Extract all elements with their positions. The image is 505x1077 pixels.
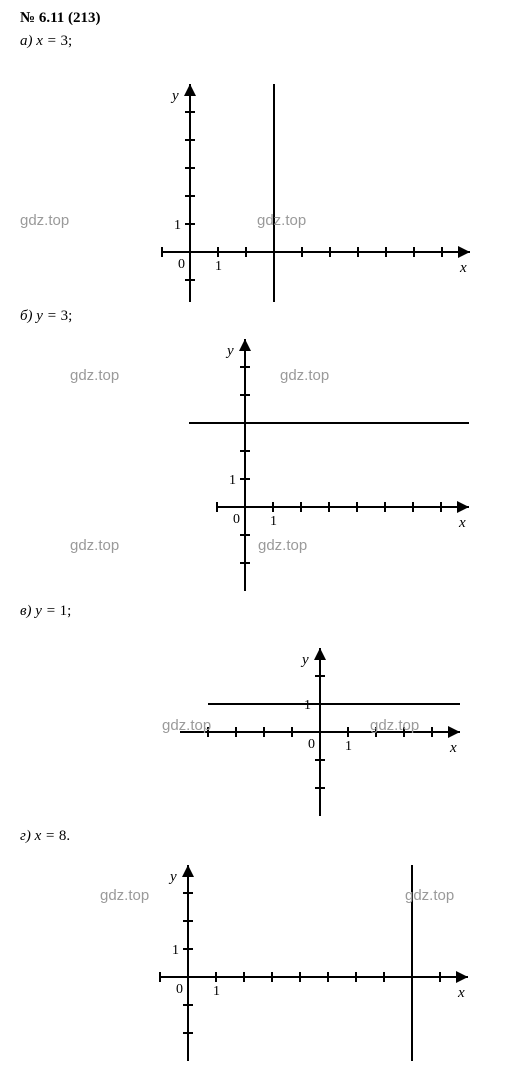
- x-tick-1-label: 1: [215, 259, 222, 274]
- part-letter: г): [20, 828, 31, 844]
- x-axis-label: x: [458, 515, 466, 531]
- eq-val: 3: [61, 308, 69, 324]
- eq-punct: ;: [68, 33, 72, 49]
- y-axis-arrow-icon: [239, 339, 251, 351]
- y-tick-1-label: 1: [172, 943, 179, 958]
- eq-punct: .: [66, 828, 70, 844]
- y-tick-1-label: 1: [174, 218, 181, 233]
- origin-label: 0: [233, 512, 240, 527]
- eq-var: y: [35, 603, 42, 619]
- part-letter: а): [20, 33, 33, 49]
- y-axis-label: y: [170, 88, 179, 104]
- part-b-label: б) y = 3;: [20, 308, 485, 325]
- y-axis-arrow-icon: [182, 865, 194, 877]
- page-title: № 6.11 (213): [20, 10, 485, 27]
- eq-var: x: [36, 33, 43, 49]
- y-axis-label: y: [168, 869, 177, 885]
- coordinate-plane: 0 1 1 x y: [20, 847, 490, 1067]
- origin-label: 0: [178, 257, 185, 272]
- x-axis-label: x: [459, 260, 467, 276]
- part-letter: б): [20, 308, 33, 324]
- chart-c: 011xygdz.topgdz.top: [20, 622, 485, 822]
- eq-val: 3: [61, 33, 69, 49]
- chart-a: 011xygdz.topgdz.top: [20, 52, 485, 302]
- x-tick-1-label: 1: [270, 514, 277, 529]
- y-axis-arrow-icon: [184, 84, 196, 96]
- x-axis-arrow-icon: [456, 971, 468, 983]
- y-tick-1-label: 1: [229, 473, 236, 488]
- origin-label: 0: [308, 737, 315, 752]
- x-tick-1-label: 1: [213, 984, 220, 999]
- coordinate-plane: 0 1 1 x y: [20, 52, 490, 302]
- eq-punct: ;: [67, 603, 71, 619]
- part-c-label: в) y = 1;: [20, 603, 485, 620]
- x-axis-arrow-icon: [458, 246, 470, 258]
- part-d-label: г) x = 8.: [20, 828, 485, 845]
- y-axis-label: y: [225, 343, 234, 359]
- x-tick-1-label: 1: [345, 739, 352, 754]
- x-axis-label: x: [449, 740, 457, 756]
- eq-punct: ;: [68, 308, 72, 324]
- eq-var: x: [35, 828, 42, 844]
- coordinate-plane: 0 1 1 x y: [20, 622, 490, 822]
- chart-b: 011xygdz.topgdz.topgdz.topgdz.top: [20, 327, 485, 597]
- origin-label: 0: [176, 982, 183, 997]
- part-letter: в): [20, 603, 32, 619]
- eq-val: 1: [60, 603, 68, 619]
- eq-var: y: [36, 308, 43, 324]
- x-axis-arrow-icon: [448, 726, 460, 738]
- chart-d: 011xygdz.topgdz.top: [20, 847, 485, 1067]
- coordinate-plane: 0 1 1 x y: [20, 327, 490, 597]
- x-axis-label: x: [457, 985, 465, 1001]
- y-tick-1-label: 1: [304, 698, 311, 713]
- part-a-label: а) x = 3;: [20, 33, 485, 50]
- x-axis-arrow-icon: [457, 501, 469, 513]
- y-axis-arrow-icon: [314, 648, 326, 660]
- y-axis-label: y: [300, 652, 309, 668]
